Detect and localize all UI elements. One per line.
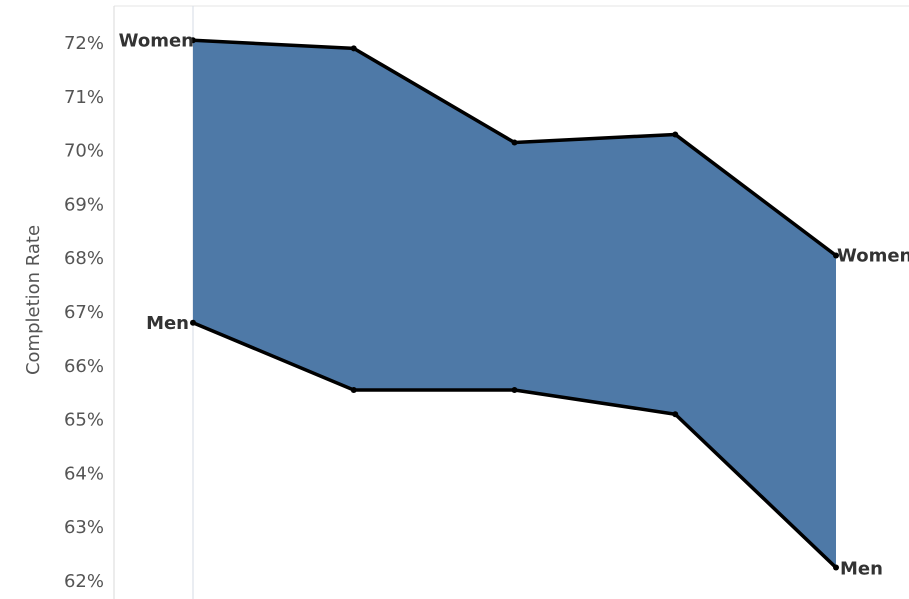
men-point (350, 387, 357, 394)
women-point (350, 45, 357, 52)
y-tick-label: 69% (64, 194, 104, 215)
men-point (190, 319, 196, 326)
series-end-labels: Women Men Women Men (119, 30, 909, 579)
y-tick-label: 68% (64, 248, 104, 269)
y-tick-label: 65% (64, 410, 104, 431)
men-point (833, 564, 839, 571)
men-end-label: Men (840, 559, 883, 580)
y-tick-labels: 62% 63% 64% 65% 66% 67% 68% 69% 70% 71% 72% (64, 33, 104, 592)
men-point (672, 411, 679, 418)
y-tick-label: 71% (64, 87, 104, 108)
women-start-label: Women (119, 30, 194, 51)
y-tick-label: 63% (64, 517, 104, 538)
y-axis-label: Completion Rate (23, 225, 44, 375)
women-point (672, 131, 679, 138)
women-point (511, 139, 518, 146)
women-point (833, 252, 839, 259)
y-tick-label: 66% (64, 356, 104, 377)
area-band (193, 40, 836, 568)
y-tick-label: 64% (64, 463, 104, 484)
women-point (190, 37, 196, 44)
area-fill (193, 40, 836, 568)
series-points (190, 37, 839, 571)
y-tick-label: 62% (64, 571, 104, 592)
y-tick-label: 72% (64, 33, 104, 54)
men-start-label: Men (146, 313, 189, 334)
y-tick-label: 67% (64, 302, 104, 323)
y-tick-label: 70% (64, 141, 104, 162)
women-end-label: Women (837, 246, 909, 267)
men-point (511, 387, 518, 394)
